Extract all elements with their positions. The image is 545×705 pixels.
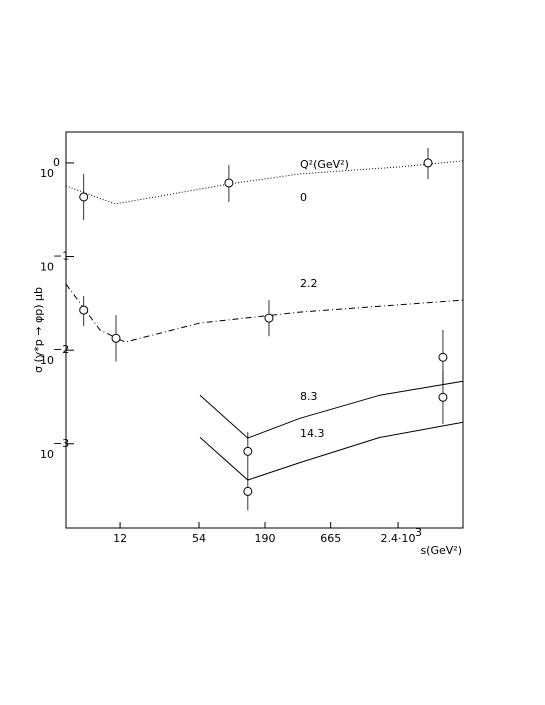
x-tick-label: 54: [192, 532, 206, 545]
y-tick-label: 10: [40, 261, 54, 274]
series-label: 2.2: [300, 277, 318, 290]
x-tick-label: 190: [254, 532, 275, 545]
y-tick-exponent: −1: [53, 250, 69, 263]
x-tick-label: 665: [320, 532, 341, 545]
y-tick-label: 10: [40, 448, 54, 461]
model-curve: [65, 160, 464, 205]
data-point: [264, 313, 274, 323]
data-point: [224, 178, 234, 188]
data-point: [423, 158, 433, 168]
x-tick-label: 12: [113, 532, 127, 545]
y-tick-exponent: −3: [53, 437, 69, 450]
model-curve: [65, 283, 464, 343]
series-label: 8.3: [300, 390, 318, 403]
y-tick-exponent: 0: [53, 156, 60, 169]
model-curve: [199, 380, 464, 439]
legend-title: Q²(GeV²): [300, 158, 349, 171]
data-point: [111, 333, 121, 343]
data-point: [79, 192, 89, 202]
y-axis-label: σ (γ*p → φp) μb: [32, 287, 45, 373]
data-point: [438, 352, 448, 362]
x-tick-label: 2.4·10: [381, 532, 416, 545]
x-tick-exponent: 3: [415, 526, 422, 539]
data-point: [438, 392, 448, 402]
series-label: 14.3: [300, 427, 325, 440]
y-tick-label: 10: [40, 167, 54, 180]
data-point: [243, 486, 253, 496]
data-point: [243, 446, 253, 456]
plot-frame: [65, 131, 464, 529]
data-point: [79, 305, 89, 315]
x-axis-label: s(GeV²): [420, 544, 462, 557]
model-curve: [199, 421, 464, 481]
y-tick-label: 10: [40, 354, 54, 367]
series-label: 0: [300, 191, 307, 204]
y-tick-exponent: −2: [53, 343, 69, 356]
